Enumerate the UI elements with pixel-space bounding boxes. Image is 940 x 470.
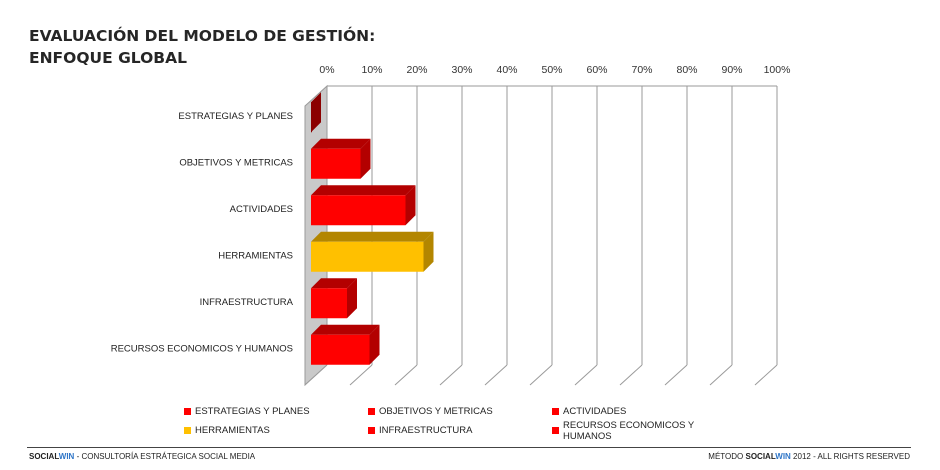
bar-chart: 0% 10% 20% 30% 40% 50% 60% 70% 80% 90% 100% ESTRATE… (111, 64, 791, 387)
gridline-floor (574, 364, 598, 386)
bar (311, 195, 406, 226)
footer-divider (27, 447, 911, 448)
y-category-label: ESTRATEGIAS Y PLANES (178, 111, 293, 122)
legend-label: OBJETIVOS Y METRICAS (379, 406, 493, 417)
legend-item: ESTRATEGIAS Y PLANES (184, 406, 368, 417)
legend-row: ESTRATEGIAS Y PLANES OBJETIVOS Y METRICA… (184, 402, 784, 421)
legend-label: RECURSOS ECONOMICOS Y HUMANOS (563, 419, 695, 442)
legend-label: ACTIVIDADES (563, 406, 627, 417)
legend-label: HERRAMIENTAS (195, 425, 270, 436)
legend-item: OBJETIVOS Y METRICAS (368, 406, 552, 417)
x-tick-label: 0% (319, 64, 334, 76)
bar-top (311, 138, 371, 149)
bar-side (347, 278, 357, 319)
gridline-floor (439, 364, 463, 386)
gridline-floor (619, 364, 643, 386)
gridline-floor (529, 364, 553, 386)
legend-item: RECURSOS ECONOMICOS Y HUMANOS (552, 420, 736, 442)
x-tick-label: 70% (631, 64, 652, 76)
legend-swatch (552, 408, 559, 415)
legend-row: HERRAMIENTAS INFRAESTRUCTURA RECURSOS EC… (184, 420, 784, 442)
gridline-floor (664, 364, 688, 386)
gridline-floor (394, 364, 418, 386)
legend-item: INFRAESTRUCTURA (368, 425, 552, 436)
bar-side (405, 185, 416, 226)
x-tick-label: 20% (406, 64, 427, 76)
bar-top (311, 231, 434, 242)
gridline-floor (349, 364, 373, 386)
x-tick-label: 30% (451, 64, 472, 76)
legend-item: HERRAMIENTAS (184, 425, 368, 436)
y-category-label: HERRAMIENTAS (218, 250, 293, 261)
y-category-label: OBJETIVOS Y METRICAS (179, 157, 293, 168)
bar (311, 241, 424, 272)
legend-swatch (368, 408, 375, 415)
bar-top (311, 278, 357, 289)
x-tick-label: 50% (541, 64, 562, 76)
footer-right-text: 2012 - ALL RIGHTS RESERVED (790, 452, 910, 461)
footer-brand-social: SOCIAL (29, 452, 59, 461)
bar-side (360, 138, 371, 179)
bar (311, 288, 347, 319)
footer-brand-social: SOCIAL (745, 452, 776, 461)
x-tick-label: 10% (361, 64, 382, 76)
footer-right-prefix: MÉTODO (708, 452, 746, 461)
legend-swatch (184, 427, 191, 434)
footer-left-text: - CONSULTORÍA ESTRÁTEGICA SOCIAL MEDIA (74, 452, 256, 461)
gridline-floor (709, 364, 733, 386)
gridline-floor (754, 364, 778, 386)
footer-brand-win: WIN (58, 452, 75, 461)
legend-label: ESTRATEGIAS Y PLANES (195, 406, 310, 417)
bar-side (311, 92, 321, 133)
x-tick-label: 100% (764, 64, 791, 76)
bar-top (311, 324, 380, 335)
x-tick-label: 60% (586, 64, 607, 76)
chart-legend: ESTRATEGIAS Y PLANES OBJETIVOS Y METRICA… (184, 402, 784, 442)
bar (311, 148, 361, 179)
y-category-label: ACTIVIDADES (230, 204, 293, 215)
legend-item: ACTIVIDADES (552, 406, 736, 417)
title-line-2: ENFOQUE GLOBAL (29, 49, 187, 67)
legend-swatch (368, 427, 375, 434)
bar-side (423, 231, 434, 272)
title-line-1: EVALUACIÓN DEL MODELO DE GESTIÓN: (29, 27, 376, 45)
bar-side (369, 324, 380, 365)
x-tick-label: 80% (676, 64, 697, 76)
footer-brand-win: WIN (775, 452, 791, 461)
bar (311, 334, 370, 365)
x-tick-label: 90% (721, 64, 742, 76)
y-category-label: INFRAESTRUCTURA (200, 297, 294, 308)
legend-swatch (184, 408, 191, 415)
gridline-floor (484, 364, 508, 386)
legend-swatch (552, 427, 559, 434)
legend-label: INFRAESTRUCTURA (379, 425, 473, 436)
bar-top (311, 185, 416, 196)
gridline-floor (304, 364, 328, 386)
page-title: EVALUACIÓN DEL MODELO DE GESTIÓN: ENFOQU… (29, 25, 375, 69)
footer-right: MÉTODO SOCIALWIN 2012 - ALL RIGHTS RESER… (708, 452, 910, 461)
x-tick-label: 40% (496, 64, 517, 76)
y-category-label: RECURSOS ECONOMICOS Y HUMANOS (111, 343, 293, 354)
footer-left: SOCIALWIN - CONSULTORÍA ESTRÁTEGICA SOCI… (29, 452, 255, 461)
